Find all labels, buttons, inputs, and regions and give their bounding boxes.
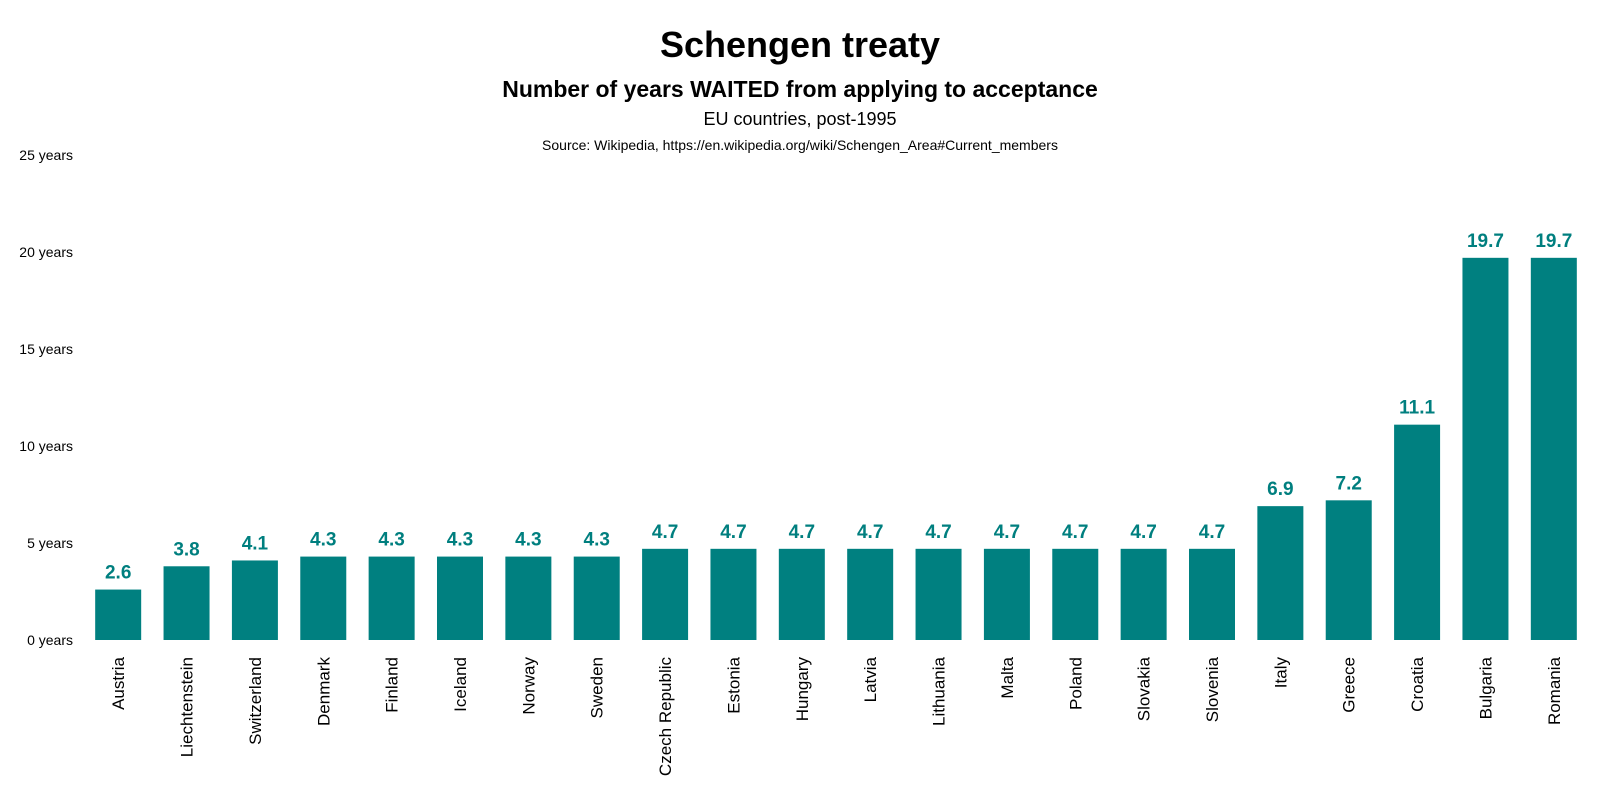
bar-value-label: 4.7 [1130, 522, 1156, 543]
bar-value-label: 4.3 [310, 530, 336, 551]
bar-value-label: 4.1 [242, 533, 269, 554]
bar [1189, 548, 1235, 640]
bar-value-label: 4.7 [1199, 522, 1225, 543]
x-tick-label: Switzerland [246, 657, 265, 745]
bar [983, 548, 1030, 640]
bar-value-label: 7.2 [1336, 473, 1362, 494]
bar-value-label: 19.7 [1535, 231, 1572, 252]
bar [95, 589, 142, 640]
chart-title: Schengen treaty [659, 24, 941, 65]
y-tick-label: 5 years [27, 535, 73, 551]
bar [915, 548, 962, 640]
x-tick-label: Malta [998, 656, 1017, 698]
x-tick-label: Czech Republic [656, 657, 675, 777]
bar [710, 548, 757, 640]
bar-value-label: 4.3 [378, 530, 404, 551]
bar-value-label: 4.7 [1062, 522, 1088, 543]
x-tick-label: Sweden [588, 657, 607, 718]
bar [778, 548, 825, 640]
x-tick-label: Hungary [793, 657, 812, 722]
bar-value-label: 4.7 [925, 522, 951, 543]
bar-value-label: 4.7 [789, 522, 815, 543]
x-tick-label: Liechtenstein [178, 657, 197, 757]
bar-value-label: 11.1 [1399, 398, 1435, 419]
bar-value-label: 19.7 [1467, 231, 1504, 252]
x-tick-label: Bulgaria [1476, 656, 1495, 719]
y-tick-label: 15 years [19, 341, 73, 357]
bar-value-label: 4.3 [584, 530, 610, 551]
x-tick-label: Estonia [724, 656, 743, 713]
bar-series [95, 257, 1577, 640]
bar-value-label: 4.7 [720, 522, 746, 543]
y-tick-label: 0 years [27, 632, 73, 648]
bar [1394, 424, 1441, 640]
bar [847, 548, 894, 640]
bar [231, 560, 278, 640]
x-tick-label: Denmark [314, 657, 333, 726]
x-tick-label: Iceland [451, 657, 470, 712]
x-tick-label: Italy [1271, 657, 1290, 689]
bar-value-label: 6.9 [1267, 479, 1293, 500]
chart-source: Source: Wikipedia, https://en.wikipedia.… [542, 137, 1058, 153]
bar [437, 556, 483, 640]
bar [1120, 548, 1167, 640]
data-labels: 2.6 3.8 4.1 4.3 4.3 4.3 4.3 4.3 4.7 4.7 4.7 4.7 4.7 4… [105, 231, 1572, 584]
bar-value-label: 4.3 [515, 530, 541, 551]
bar [300, 556, 347, 640]
chart-subtitle: Number of years WAITED from applying to … [502, 76, 1098, 102]
x-tick-label: Finland [383, 657, 402, 713]
bar [368, 556, 415, 640]
x-tick-label: Latvia [861, 656, 880, 702]
x-tick-label: Slovakia [1135, 656, 1154, 721]
y-tick-label: 25 years [19, 147, 73, 163]
x-tick-label: Slovenia [1203, 656, 1222, 722]
bar [505, 556, 552, 640]
bar-value-label: 4.7 [857, 522, 883, 543]
y-axis: 0 years 5 years 10 years 15 years 20 years 25… [19, 147, 73, 648]
x-tick-label: Poland [1066, 657, 1085, 710]
x-tick-label: Norway [519, 657, 538, 715]
bar-value-label: 2.6 [105, 563, 131, 584]
bar [573, 556, 620, 640]
x-tick-label: Lithuania [930, 656, 949, 726]
x-axis: Austria Liechtenstein Switzerland Denmark Fi… [109, 656, 1564, 776]
bar [1257, 506, 1304, 640]
bar [1530, 257, 1577, 640]
bar [642, 548, 689, 640]
bar [1325, 500, 1372, 640]
chart-subtitle-secondary: EU countries, post-1995 [703, 109, 897, 129]
x-tick-label: Croatia [1408, 656, 1427, 711]
x-tick-label: Austria [109, 656, 128, 709]
y-tick-label: 20 years [19, 244, 73, 260]
bar-value-label: 4.7 [994, 522, 1020, 543]
bar-value-label: 4.7 [652, 522, 678, 543]
bar-value-label: 3.8 [173, 539, 199, 560]
y-tick-label: 10 years [19, 438, 73, 454]
bar [1052, 548, 1099, 640]
bar [163, 566, 210, 640]
bar [1462, 257, 1509, 640]
bar-value-label: 4.3 [447, 530, 473, 551]
x-tick-label: Greece [1340, 657, 1359, 713]
x-tick-label: Romania [1545, 656, 1564, 725]
